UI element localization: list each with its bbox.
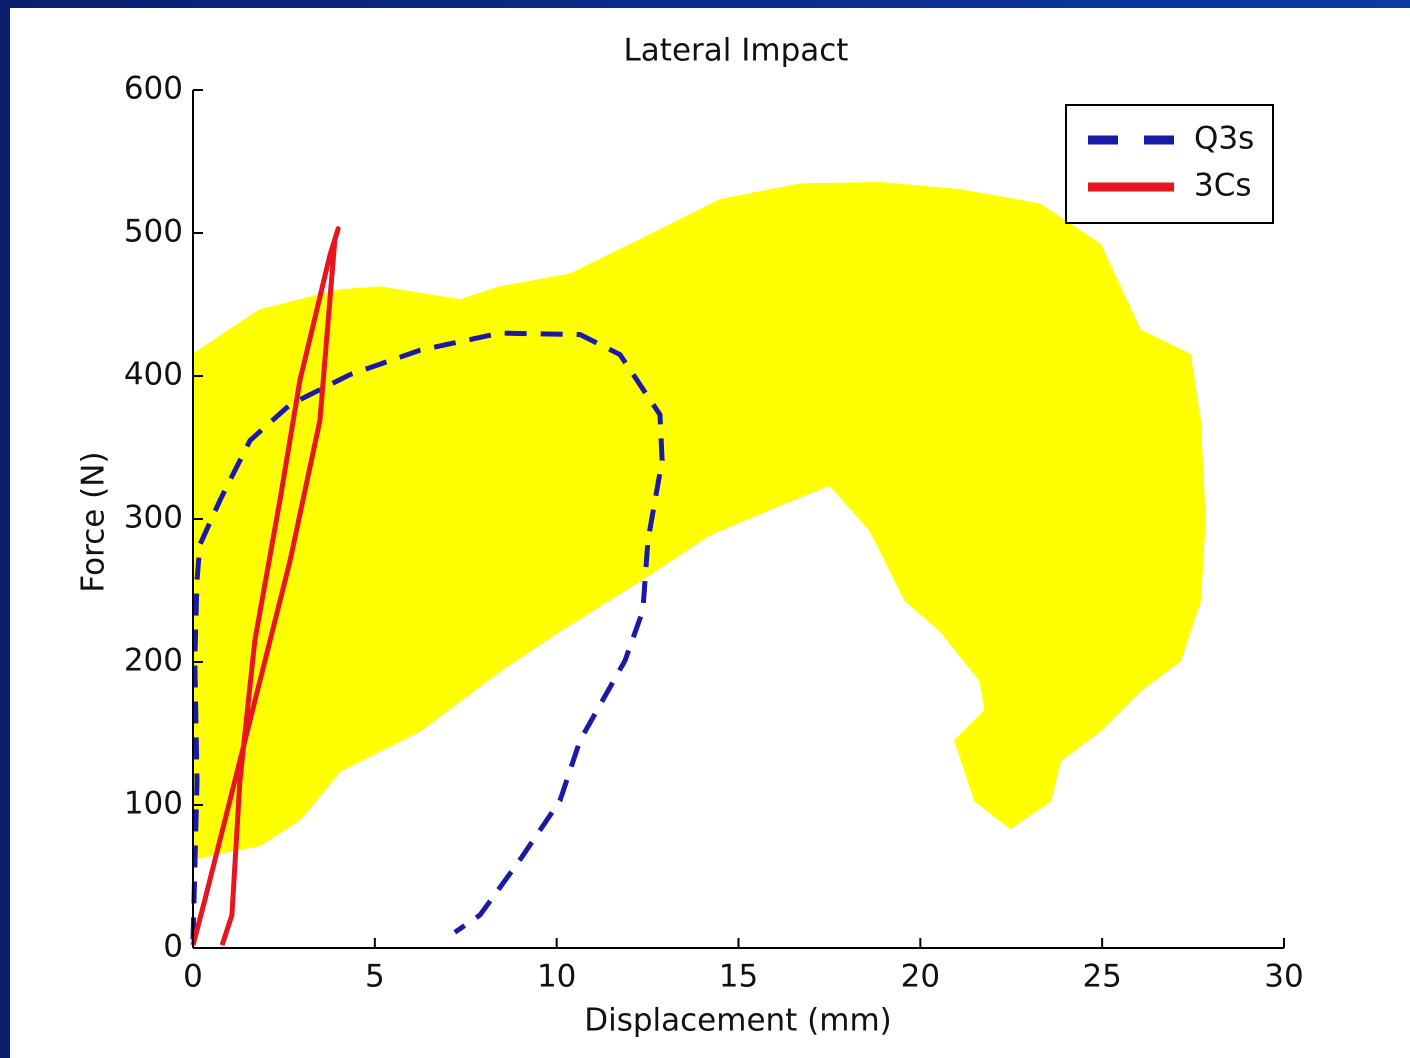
y-tick-label: 300 xyxy=(124,500,183,536)
x-tick-label: 10 xyxy=(537,959,576,995)
series-line xyxy=(190,226,341,946)
x-tick-label: 15 xyxy=(719,959,758,995)
x-axis-label: Displacement (mm) xyxy=(584,1003,892,1039)
y-axis-label: Force (N) xyxy=(76,451,112,592)
y-tick-label: 100 xyxy=(124,786,183,822)
legend-label: Q3s xyxy=(1194,121,1254,157)
x-tick-label: 5 xyxy=(365,959,385,995)
x-tick-label: 30 xyxy=(1264,959,1303,995)
y-tick-label: 600 xyxy=(124,71,183,107)
chart-title: Lateral Impact xyxy=(624,33,849,69)
y-tick-label: 500 xyxy=(124,214,183,250)
x-tick-label: 25 xyxy=(1082,959,1121,995)
x-tick-label: 20 xyxy=(901,959,940,995)
corridor-area xyxy=(192,181,1206,861)
y-tick-label: 0 xyxy=(163,929,183,965)
y-tick-label: 200 xyxy=(124,643,183,679)
series-line xyxy=(190,330,665,940)
y-tick-label: 400 xyxy=(124,357,183,393)
legend-label: 3Cs xyxy=(1194,168,1252,204)
legend-box xyxy=(1065,104,1274,224)
x-tick-label: 0 xyxy=(183,959,203,995)
